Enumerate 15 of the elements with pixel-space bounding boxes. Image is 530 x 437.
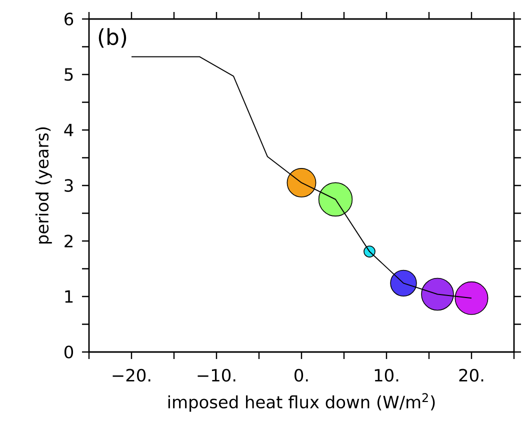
y-tick-label: 2 xyxy=(64,234,72,248)
x-tick-label: −20. xyxy=(112,368,150,382)
x-tick-label: −10. xyxy=(198,368,236,382)
y-tick-label: 3 xyxy=(64,179,73,192)
y-tick-label: 6 xyxy=(64,12,74,26)
x-tick-label: 20. xyxy=(459,368,484,382)
y-axis-title: period (years) xyxy=(35,127,52,244)
x-axis-title: imposed heat flux down (W/m$^{2}$) xyxy=(168,393,435,412)
x-tick-label: 10. xyxy=(374,368,398,382)
x-tick-label: 0. xyxy=(294,368,308,382)
annotation: (b) xyxy=(98,28,126,48)
y-tick-label: 5 xyxy=(64,68,73,81)
y-tick-label: 0 xyxy=(64,346,74,358)
y-tick-label: 1 xyxy=(65,290,73,303)
y-tick-label: 4 xyxy=(64,124,74,136)
